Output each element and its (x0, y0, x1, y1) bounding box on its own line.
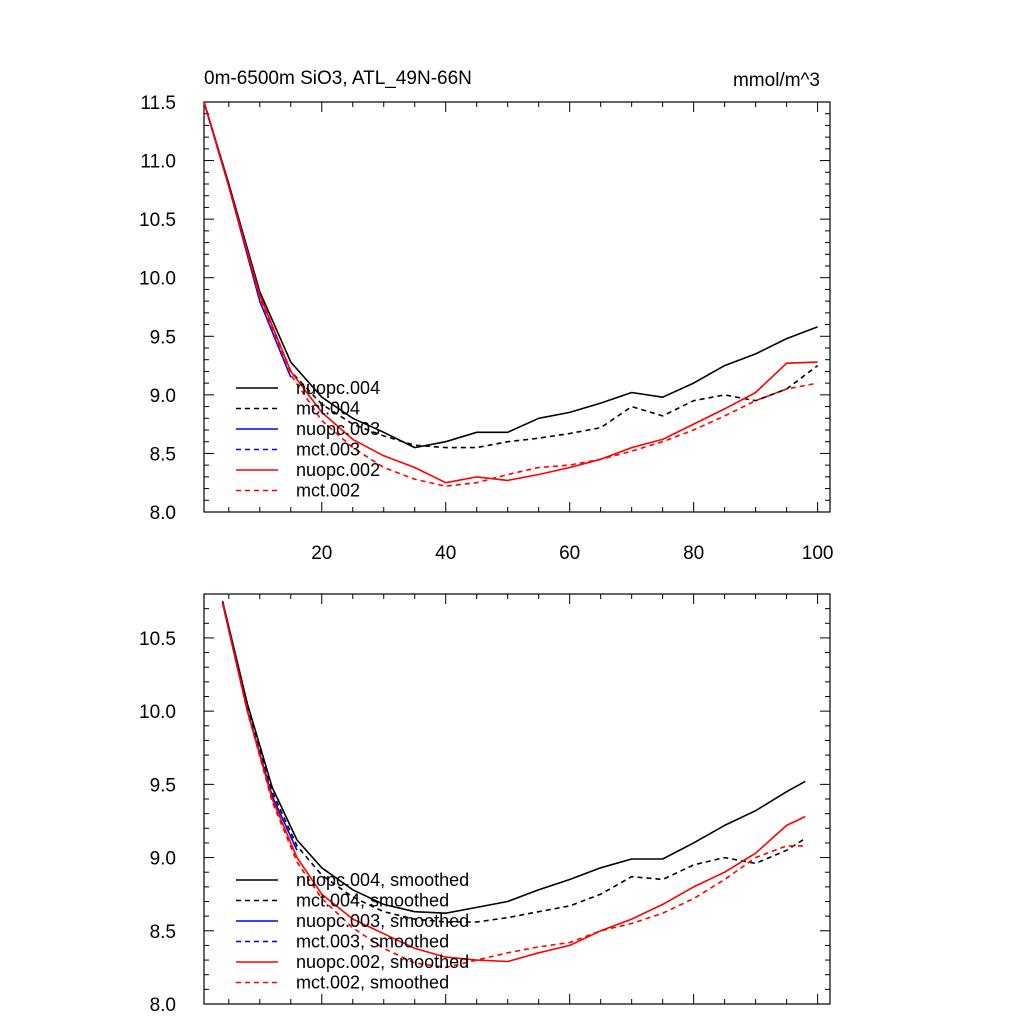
chart-title: 0m-6500m SiO3, ATL_49N-66N (204, 68, 472, 89)
y-tick-label: 8.0 (150, 503, 176, 524)
y-tick-label: 10.0 (139, 702, 176, 723)
legend-label: mct.003 (296, 440, 360, 460)
y-tick-label: 9.0 (150, 849, 176, 870)
legend-label: nuopc.004 (296, 378, 380, 398)
legend-label: nuopc.003 (296, 419, 380, 439)
legend-label: nuopc.004, smoothed (296, 870, 469, 890)
y-tick-label: 11.5 (140, 93, 176, 114)
legend-label: nuopc.002, smoothed (296, 952, 469, 972)
y-tick-label: 9.0 (150, 386, 176, 407)
top-panel: 8.0 8.5 9.0 9.5 10.0 10.5 11.0 11.5 20 40 60 80 100 n… (139, 93, 833, 564)
legend-label: nuopc.003, smoothed (296, 911, 469, 931)
series-line-3 (221, 602, 298, 851)
series-line-0 (221, 601, 806, 915)
x-tick-label: 40 (435, 543, 456, 564)
legend-label: mct.003, smoothed (296, 932, 449, 952)
x-tick-label: 100 (802, 543, 834, 564)
legend-label: mct.002, smoothed (296, 973, 449, 993)
y-tick-label: 8.5 (150, 922, 176, 943)
x-tick-label: 80 (683, 543, 704, 564)
series-line-2 (221, 602, 298, 851)
y-tick-label: 11.0 (140, 152, 176, 173)
series-line-4 (221, 602, 806, 963)
series-line-4 (203, 101, 818, 484)
chart-units: mmol/m^3 (733, 70, 820, 91)
y-tick-label: 10.0 (139, 269, 176, 290)
legend-label: mct.004 (296, 399, 360, 419)
series-line-5 (221, 602, 806, 969)
y-tick-label: 9.5 (150, 775, 176, 796)
y-tick-label: 10.5 (139, 629, 176, 650)
legend-label: nuopc.002 (296, 460, 380, 480)
y-tick-label: 10.5 (139, 210, 176, 231)
legend-label: mct.002 (296, 481, 360, 501)
legend-label: mct.004, smoothed (296, 891, 449, 911)
y-tick-label: 9.5 (150, 327, 176, 348)
series-line-0 (203, 101, 818, 449)
y-tick-label: 8.5 (150, 444, 176, 465)
plot-frame (203, 101, 831, 513)
x-tick-label: 20 (311, 543, 332, 564)
x-tick-label: 60 (559, 543, 580, 564)
y-tick-label: 8.0 (150, 995, 176, 1016)
series-line-1 (203, 101, 819, 449)
